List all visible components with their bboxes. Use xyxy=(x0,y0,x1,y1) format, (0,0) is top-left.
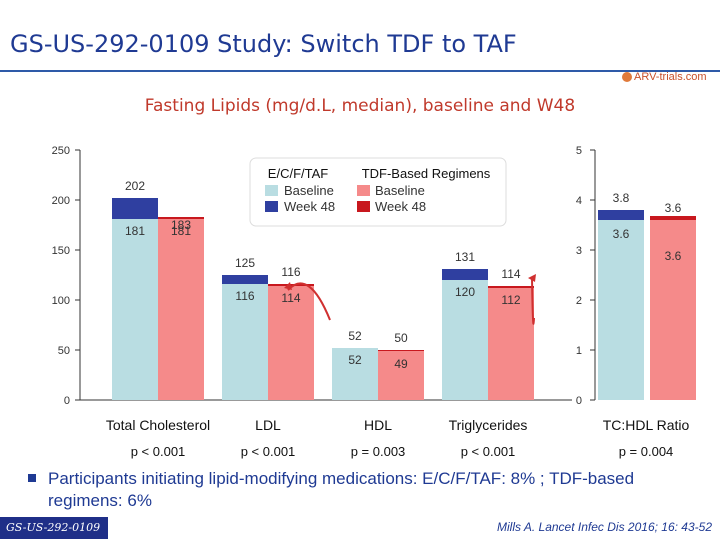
change-arrow xyxy=(287,282,331,321)
y-tick-label-left: 250 xyxy=(52,145,70,157)
logo-icon xyxy=(622,72,632,83)
data-label-baseline: 181 xyxy=(125,224,145,238)
bar-baseline xyxy=(222,284,268,400)
y-tick-label-right: 2 xyxy=(576,295,582,307)
bar-baseline xyxy=(268,286,314,400)
p-value-label: p < 0.001 xyxy=(241,444,296,459)
ratio-bar-baseline xyxy=(650,220,696,400)
title-underline xyxy=(0,70,720,72)
ratio-p-value: p = 0.004 xyxy=(619,444,674,459)
y-tick-label-right: 5 xyxy=(576,145,582,157)
ratio-bar-week48 xyxy=(598,210,644,220)
slide-title: GS-US-292-0109 Study: Switch TDF to TAF xyxy=(10,30,517,58)
bar-baseline xyxy=(442,280,488,400)
legend-title-group1: E/C/F/TAF xyxy=(268,166,328,181)
legend-label-tdf-week48: Week 48 xyxy=(375,199,426,214)
bar-week48 xyxy=(378,350,424,351)
data-label-week48: 202 xyxy=(125,179,145,193)
y-tick-label-left: 0 xyxy=(64,395,70,407)
p-value-label: p < 0.001 xyxy=(131,444,186,459)
citation: Mills A. Lancet Infec Dis 2016; 16: 43-5… xyxy=(496,520,712,534)
bar-week48 xyxy=(222,275,268,284)
data-label-week48: 49 xyxy=(394,357,408,371)
chart-subtitle: Fasting Lipids (mg/d.L, median), baselin… xyxy=(144,96,576,116)
bullet-square-icon xyxy=(28,474,36,482)
data-label-week48: 52 xyxy=(348,329,362,343)
ratio-label-baseline: 3.6 xyxy=(665,249,682,263)
y-tick-label-left: 50 xyxy=(58,345,70,357)
bar-week48 xyxy=(488,286,534,288)
data-label-week48: 116 xyxy=(281,265,300,279)
ratio-bar-week48 xyxy=(650,216,696,220)
bar-baseline xyxy=(332,348,378,400)
bar-baseline xyxy=(112,219,158,400)
data-label-week48: 112 xyxy=(501,293,520,307)
data-label-week48: 131 xyxy=(455,250,475,264)
arrowhead xyxy=(284,282,292,290)
bar-week48 xyxy=(268,284,314,286)
category-label: LDL xyxy=(255,417,281,433)
data-label-week48: 125 xyxy=(235,256,255,270)
y-tick-label-right: 4 xyxy=(576,195,582,207)
footnote-bullet: Participants initiating lipid-modifying … xyxy=(22,468,688,512)
ratio-label-baseline: 3.6 xyxy=(613,227,630,241)
arv-trials-logo: ARV-trials.com xyxy=(622,71,707,83)
y-tick-label-right: 3 xyxy=(576,245,582,257)
legend-label-eb-week48: Week 48 xyxy=(284,199,335,214)
y-tick-label-right: 1 xyxy=(576,345,582,357)
logo-text: ARV-trials.com xyxy=(634,71,707,83)
data-label-baseline: 114 xyxy=(281,291,300,305)
bar-week48 xyxy=(158,217,204,219)
p-value-label: p < 0.001 xyxy=(461,444,516,459)
ratio-category-label: TC:HDL Ratio xyxy=(603,417,690,433)
category-label: Triglycerides xyxy=(449,417,528,433)
study-tag: GS-US-292-0109 xyxy=(0,517,108,539)
ratio-label-week48: 3.8 xyxy=(613,191,630,205)
data-label-baseline: 114 xyxy=(501,267,520,281)
data-label-baseline: 50 xyxy=(394,331,408,345)
p-value-label: p = 0.003 xyxy=(351,444,406,459)
legend-label-eb-baseline: Baseline xyxy=(284,183,334,198)
legend-swatch-tdf-baseline xyxy=(357,185,370,196)
y-tick-label-left: 100 xyxy=(52,295,70,307)
legend-swatch-eb-baseline xyxy=(265,185,278,196)
y-tick-label-left: 200 xyxy=(52,195,70,207)
arrowhead xyxy=(528,274,536,282)
data-label-week48: 183 xyxy=(171,218,191,232)
category-label: HDL xyxy=(364,417,392,433)
data-label-baseline: 116 xyxy=(235,289,254,303)
change-arrow xyxy=(531,277,535,325)
category-label: Total Cholesterol xyxy=(106,417,210,433)
ratio-label-week48: 3.6 xyxy=(665,201,682,215)
bullet-text: Participants initiating lipid-modifying … xyxy=(48,469,635,510)
legend-box xyxy=(249,157,507,227)
bar-baseline xyxy=(158,219,204,400)
bar-baseline xyxy=(378,351,424,400)
ratio-bar-baseline xyxy=(598,220,644,400)
data-label-baseline: 181 xyxy=(171,224,191,238)
bar-week48 xyxy=(112,198,158,219)
y-tick-label-right: 0 xyxy=(576,395,582,407)
data-label-baseline: 52 xyxy=(348,353,362,367)
data-label-baseline: 120 xyxy=(455,285,475,299)
y-tick-label-left: 150 xyxy=(52,245,70,257)
legend-label-tdf-baseline: Baseline xyxy=(375,183,425,198)
legend-title-group2: TDF-Based Regimens xyxy=(362,166,491,181)
bar-baseline xyxy=(488,288,534,400)
legend-swatch-eb-week48 xyxy=(265,201,278,212)
legend-swatch-tdf-week48 xyxy=(357,201,370,212)
bar-week48 xyxy=(442,269,488,280)
